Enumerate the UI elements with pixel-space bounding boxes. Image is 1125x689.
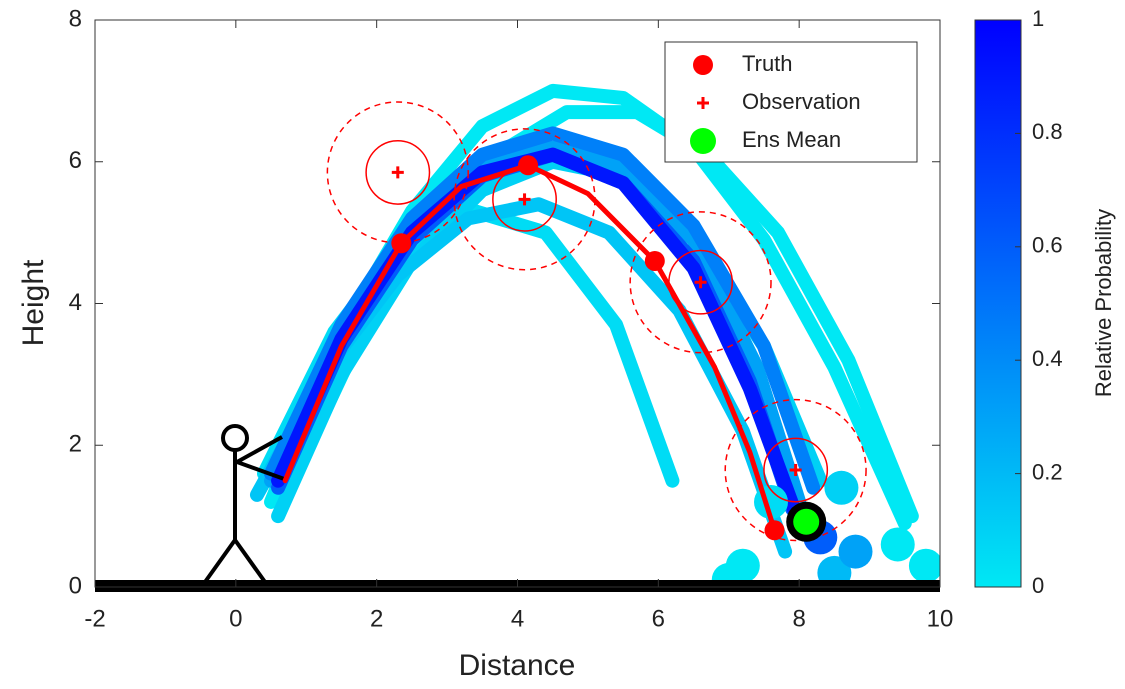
stick-arm	[236, 435, 283, 464]
overlay	[282, 101, 867, 542]
data-point	[391, 166, 404, 179]
legend-label: Truth	[742, 51, 793, 76]
stick-figure	[203, 424, 288, 584]
ensemble-final-position	[725, 548, 760, 583]
x-tick-label: 0	[229, 605, 242, 632]
data-point	[764, 520, 785, 541]
x-axis-label: Distance	[459, 649, 576, 682]
ensemble-final-position	[880, 527, 915, 562]
ensemble-member	[264, 126, 821, 495]
y-axis-label: Height	[17, 259, 50, 346]
ensemble-final-position	[824, 470, 859, 505]
data-point	[789, 464, 802, 477]
y-tick-label: 0	[69, 572, 82, 599]
colorbar-tick-label: 0.2	[1032, 459, 1063, 484]
legend: Truth Observation Ens Mean	[664, 41, 918, 163]
x-tick-label: 4	[511, 605, 524, 632]
legend-label: Ens Mean	[742, 127, 841, 152]
data-point	[793, 508, 820, 535]
colorbar-tick-label: 0	[1032, 573, 1044, 598]
x-tick-label: 2	[370, 605, 383, 632]
data-point	[518, 193, 531, 206]
obs-error-outer	[724, 398, 867, 542]
ensemble-final-position	[817, 555, 852, 587]
stick-arm	[236, 460, 288, 482]
legend-label: Observation	[742, 89, 861, 114]
obs-error-inner	[365, 139, 431, 205]
legend-marker	[690, 128, 716, 154]
data-point	[694, 276, 707, 289]
obs-error-inner	[763, 437, 829, 503]
stick-leg	[233, 538, 267, 584]
colorbar	[974, 19, 1022, 588]
legend-marker	[693, 55, 713, 75]
colorbar-tick-label: 1	[1032, 6, 1044, 31]
y-tick-label: 8	[69, 5, 82, 32]
y-tick-label: 4	[69, 289, 82, 316]
x-tick-label: 6	[652, 605, 665, 632]
stick-leg	[203, 538, 237, 584]
obs-error-inner	[668, 249, 734, 315]
truth-curve	[282, 162, 778, 533]
ensemble-final-position	[908, 548, 940, 583]
ensemble-final-position	[838, 534, 873, 569]
colorbar-tick-label: 0.4	[1032, 346, 1063, 371]
y-tick-label: 6	[69, 147, 82, 174]
data-point	[391, 233, 412, 254]
x-tick-label: 8	[792, 605, 805, 632]
colorbar-tick-label: 0.6	[1032, 233, 1063, 258]
legend-marker	[697, 97, 709, 109]
x-tick-label: 10	[927, 605, 954, 632]
data-point	[644, 250, 665, 271]
colorbar-label: Relative Probability	[1091, 209, 1116, 397]
y-tick-label: 2	[69, 431, 82, 458]
data-point	[518, 155, 539, 176]
obs-error-outer	[629, 211, 772, 354]
x-tick-label: -2	[84, 605, 105, 632]
colorbar-tick-label: 0.8	[1032, 119, 1063, 144]
obs-error-outer	[453, 128, 596, 271]
stick-head	[221, 424, 249, 452]
